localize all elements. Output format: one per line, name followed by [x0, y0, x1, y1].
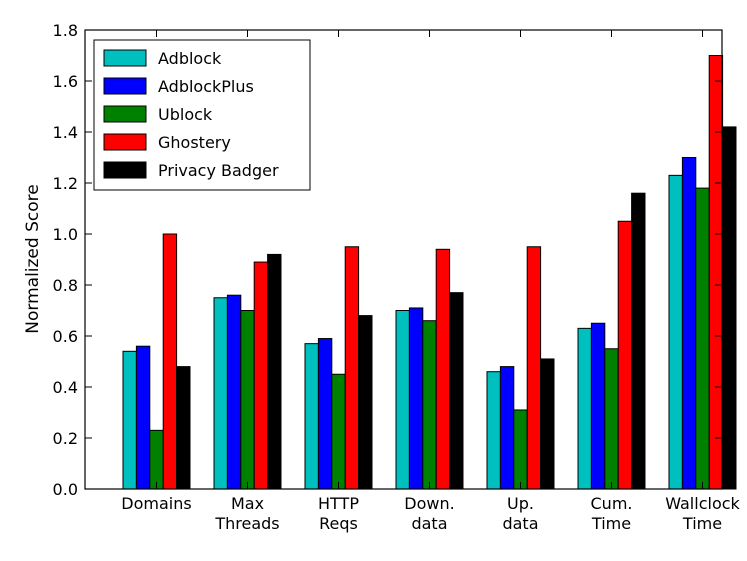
x-tick-label: data — [411, 514, 447, 533]
bar-adblockplus-0 — [135, 345, 151, 490]
bar-ghostery-0 — [162, 233, 178, 490]
bar-adblock-5 — [577, 327, 592, 490]
legend-swatch — [103, 161, 147, 179]
bar-adblock-4 — [486, 371, 501, 490]
y-tick-label: 1.6 — [53, 72, 78, 91]
bar-ghostery-4 — [526, 246, 542, 490]
bar-adblockplus-1 — [226, 294, 242, 490]
plot-area — [84, 29, 737, 490]
x-tick-label: Time — [591, 514, 631, 533]
x-tick-label: Time — [682, 514, 722, 533]
bar-adblock-1 — [213, 297, 228, 490]
bar-ghostery-2 — [344, 246, 360, 490]
legend-swatch — [103, 49, 147, 67]
y-tick-label: 1.8 — [53, 21, 78, 40]
x-tick-label: Max — [231, 494, 264, 513]
bar-ublock-1 — [240, 310, 255, 490]
legend-label: Adblock — [158, 49, 222, 68]
bar-adblockplus-6 — [681, 157, 697, 490]
y-axis: 0.0 0.2 0.4 0.6 0.8 1.0 1.2 1.4 1.6 1.8 — [53, 21, 722, 499]
bar-ghostery-6 — [708, 55, 724, 490]
x-tick-label: Threads — [214, 514, 279, 533]
legend-label: Ublock — [158, 105, 213, 124]
y-tick-label: 1.0 — [53, 225, 78, 244]
bar-ghostery-5 — [617, 220, 633, 490]
bar-adblock-3 — [395, 310, 410, 490]
bar-adblock-0 — [122, 350, 137, 490]
x-tick-label: HTTP — [318, 494, 359, 513]
x-tick-label: Domains — [121, 494, 191, 513]
bar-adblockplus-3 — [408, 307, 424, 490]
y-tick-label: 1.4 — [53, 123, 78, 142]
y-tick-label: 0.2 — [53, 429, 78, 448]
y-tick-label: 0.8 — [53, 276, 78, 295]
y-tick-label: 0.4 — [53, 378, 78, 397]
x-tick-label: Wallclock — [665, 494, 740, 513]
bar-privacy-badger-6 — [722, 126, 737, 490]
legend-label: AdblockPlus — [158, 77, 254, 96]
bar-adblockplus-5 — [590, 322, 606, 490]
bar-privacy-badger-1 — [267, 253, 282, 490]
bar-ghostery-3 — [435, 248, 451, 490]
x-tick-label: Down. — [404, 494, 454, 513]
bar-privacy-badger-4 — [540, 358, 555, 490]
bar-privacy-badger-3 — [449, 292, 464, 490]
bar-ublock-0 — [149, 429, 164, 490]
bar-ublock-6 — [695, 187, 710, 490]
bar-adblockplus-2 — [317, 338, 333, 490]
legend-swatch — [103, 77, 147, 95]
bar-privacy-badger-5 — [631, 192, 646, 490]
y-tick-label: 0.6 — [53, 327, 78, 346]
x-tick-label: data — [502, 514, 538, 533]
x-axis: Domains MaxThreadsHTTPReqsDown.dataUp.dat… — [121, 30, 741, 533]
x-tick-label: Cum. — [591, 494, 633, 513]
legend: Adblock AdblockPlus Ublock Ghostery Privacy … — [93, 39, 311, 191]
x-tick-label: Reqs — [319, 514, 358, 533]
y-tick-label: 0.0 — [53, 480, 78, 499]
legend-swatch — [103, 105, 147, 123]
legend-label: Ghostery — [158, 133, 231, 152]
bar-adblock-6 — [668, 174, 683, 490]
bar-privacy-badger-0 — [176, 366, 191, 490]
legend-label: Privacy Badger — [158, 161, 279, 180]
plot-frame — [84, 29, 723, 490]
x-tick-label: Up. — [507, 494, 534, 513]
y-axis-title: Normalized Score — [23, 184, 43, 333]
bar-ublock-5 — [604, 348, 619, 490]
bar-ghostery-1 — [253, 261, 269, 490]
y-tick-label: 1.2 — [53, 174, 78, 193]
bar-ublock-3 — [422, 320, 437, 490]
bar-ublock-2 — [331, 373, 346, 490]
bar-adblockplus-4 — [499, 366, 515, 490]
bar-privacy-badger-2 — [358, 315, 373, 490]
legend-swatch — [103, 133, 147, 151]
bar-ublock-4 — [513, 409, 528, 490]
bar-adblock-2 — [304, 343, 319, 490]
